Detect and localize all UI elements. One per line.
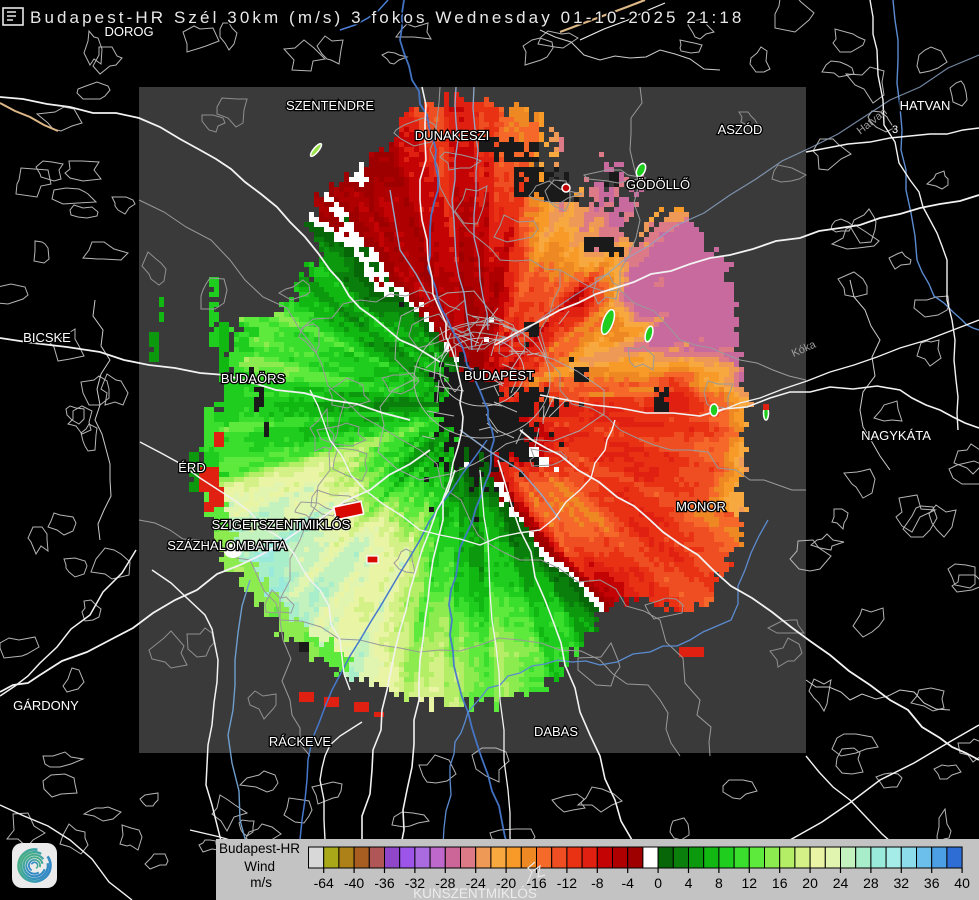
svg-text:36: 36 xyxy=(924,875,940,891)
svg-text:-4: -4 xyxy=(621,875,634,891)
svg-text:4: 4 xyxy=(685,875,693,891)
svg-text:ASZÓD: ASZÓD xyxy=(718,122,763,137)
svg-text:ÉRD: ÉRD xyxy=(178,460,205,475)
svg-text:DOROG: DOROG xyxy=(104,24,153,39)
svg-text:32: 32 xyxy=(894,875,910,891)
svg-text:-24: -24 xyxy=(466,875,486,891)
svg-text:24: 24 xyxy=(833,875,849,891)
svg-text:-8: -8 xyxy=(591,875,604,891)
svg-text:DUNAKESZI: DUNAKESZI xyxy=(415,128,489,143)
svg-text:-36: -36 xyxy=(374,875,394,891)
svg-text:-32: -32 xyxy=(405,875,425,891)
svg-text:SZIGETSZENTMIKLÓS: SZIGETSZENTMIKLÓS xyxy=(212,517,351,532)
svg-text:12: 12 xyxy=(742,875,758,891)
svg-text:SZENTENDRE: SZENTENDRE xyxy=(286,98,374,113)
svg-text:-40: -40 xyxy=(344,875,364,891)
svg-text:40: 40 xyxy=(954,875,970,891)
svg-text:20: 20 xyxy=(802,875,818,891)
svg-text:8: 8 xyxy=(715,875,723,891)
svg-text:MONOR: MONOR xyxy=(676,499,726,514)
svg-text:3: 3 xyxy=(892,124,898,136)
svg-text:Budapest-HR Szél 30km (m/s) 3: Budapest-HR Szél 30km (m/s) 3 fokos Wedn… xyxy=(30,8,744,27)
svg-text:BUDAPEST: BUDAPEST xyxy=(464,368,534,383)
svg-text:SZÁZHALOMBATTA: SZÁZHALOMBATTA xyxy=(167,538,287,553)
svg-text:-16: -16 xyxy=(526,875,546,891)
svg-text:GÁRDONY: GÁRDONY xyxy=(13,698,79,713)
svg-text:GÖDÖLLŐ: GÖDÖLLŐ xyxy=(626,177,690,192)
svg-text:RÁCKEVE: RÁCKEVE xyxy=(269,734,331,749)
svg-text:NAGYKÁTA: NAGYKÁTA xyxy=(861,428,931,443)
svg-text:KUNSZENTMIKLÓS: KUNSZENTMIKLÓS xyxy=(413,886,537,900)
svg-text:BICSKE: BICSKE xyxy=(23,330,71,345)
svg-text:Wind: Wind xyxy=(244,859,275,874)
svg-text:0: 0 xyxy=(654,875,662,891)
svg-text:-20: -20 xyxy=(496,875,516,891)
svg-text:DABAS: DABAS xyxy=(534,724,578,739)
svg-text:HATVAN: HATVAN xyxy=(900,98,951,113)
svg-text:28: 28 xyxy=(863,875,879,891)
svg-text:m/s: m/s xyxy=(250,875,272,890)
svg-text:BUDAÖRS: BUDAÖRS xyxy=(221,371,286,386)
svg-text:-64: -64 xyxy=(314,875,334,891)
svg-text:-12: -12 xyxy=(557,875,577,891)
svg-text:16: 16 xyxy=(772,875,788,891)
svg-text:Budapest-HR: Budapest-HR xyxy=(219,841,300,856)
svg-text:-28: -28 xyxy=(435,875,455,891)
